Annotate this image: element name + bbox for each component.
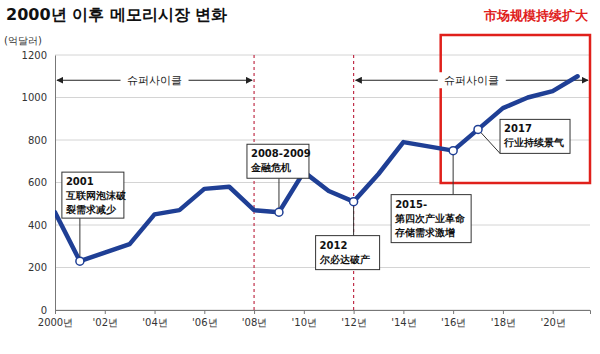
series-line (55, 76, 578, 261)
x-tick: '02년 (93, 310, 118, 328)
grid-line (55, 97, 590, 98)
annotation-connector (79, 218, 80, 261)
y-tick-label: 200 (28, 262, 47, 273)
x-tick-mark (204, 310, 205, 314)
annotation-connector (278, 178, 279, 212)
annotation-text: 2008-2009 (251, 148, 311, 159)
x-tick-mark (453, 310, 454, 314)
x-tick-label: '02년 (93, 317, 118, 328)
annotation-marker (76, 257, 84, 265)
x-tick: 2000년 (38, 310, 73, 328)
x-tick-label: '20년 (540, 317, 565, 328)
y-tick-label: 1200 (22, 50, 47, 61)
x-tick: '16년 (441, 310, 466, 328)
x-tick: '14년 (391, 310, 416, 328)
x-tick-mark (553, 310, 554, 314)
y-tick-label: 400 (28, 220, 47, 231)
annotation-text: 2001 (66, 176, 94, 187)
y-axis-line (55, 56, 56, 311)
x-tick: '12년 (341, 310, 366, 328)
y-tick: 1200 (22, 50, 55, 61)
cycles: 슈퍼사이클 슈퍼사이클 (57, 55, 588, 310)
highlight-box (441, 35, 590, 183)
y-axis-label: (억달러) (4, 35, 42, 46)
x-tick-label: '18년 (491, 317, 516, 328)
annotation-text: 存储需求激增 (394, 227, 455, 238)
x-tick: '08년 (242, 310, 267, 328)
x-tick-label: '10년 (292, 317, 317, 328)
x-tick: '18년 (491, 310, 516, 328)
x-tick: '20년 (540, 310, 565, 328)
y-tick: 1000 (22, 92, 55, 103)
x-tick: '06년 (192, 310, 217, 328)
x-tick-label: '14년 (391, 317, 416, 328)
y-tick-label: 0 (41, 305, 47, 316)
annotation-box (391, 195, 471, 243)
x-tick-mark (403, 310, 404, 314)
y-axis: 0 200 400 600 800 1000 1200 (22, 50, 56, 316)
x-tick-label: '06년 (192, 317, 217, 328)
x-tick-label: '16년 (441, 317, 466, 328)
annotation-connector (453, 151, 454, 195)
annotation-connector (353, 202, 354, 236)
y-tick: 600 (28, 177, 55, 188)
x-tick: '10년 (292, 310, 317, 328)
annotation-text: 互联网泡沫破 (65, 190, 127, 201)
annotation-box (316, 236, 380, 270)
y-tick: 200 (28, 262, 55, 273)
y-tick: 400 (28, 220, 55, 231)
grid-line (55, 225, 590, 226)
annotation-text: 2017 (504, 123, 532, 134)
x-tick-label: 2000년 (38, 317, 73, 328)
cycle-label: 슈퍼사이클 (127, 74, 182, 87)
cycle-label-bg (121, 72, 189, 88)
x-tick-mark (354, 310, 355, 314)
annotation-text: 裂需求减少 (65, 204, 117, 215)
x-tick-mark (155, 310, 156, 314)
plot-area (55, 76, 578, 261)
grid-line (55, 55, 590, 56)
cycle-label: 슈퍼사이클 (444, 74, 499, 87)
x-axis: 2000년 '02년 '04년 '06년 '08년 '10년 '12년 '14년 '16년 '18… (38, 310, 591, 328)
x-tick-mark (254, 310, 255, 314)
cycle-boundary (353, 55, 354, 310)
x-tick-mark (105, 310, 106, 314)
chart: 2000년 이후 메모리시장 변화(억달러)市场规模持续扩大슈퍼사이클슈퍼사이클… (0, 0, 600, 354)
y-tick-label: 1000 (22, 92, 47, 103)
annotation-marker (275, 208, 283, 216)
annotation-text: 金融危机 (250, 162, 291, 173)
y-tick-label: 800 (28, 135, 47, 146)
x-tick-label: '04년 (142, 317, 167, 328)
x-tick-label: '08년 (242, 317, 267, 328)
annotation-text: 第四次产业革命 (394, 213, 466, 224)
annotations: 2001 互联网泡沫破裂需求减少 2008-2009 金融危机 2012 尔必达破产 201… (62, 119, 570, 269)
x-tick-label: '12년 (341, 317, 366, 328)
x-tick-mark (503, 310, 504, 314)
annotation-text: 2012 (320, 240, 348, 251)
x-axis-line (56, 311, 591, 315)
y-tick-label: 600 (28, 177, 47, 188)
x-tick-mark (304, 310, 305, 314)
y-tick: 0 (41, 305, 55, 316)
annotation-text: 2015- (395, 199, 427, 210)
annotation-marker (350, 198, 358, 206)
annotation-text: 行业持续景气 (503, 137, 564, 148)
annotation-marker (474, 125, 482, 133)
x-tick: '04년 (142, 310, 167, 328)
title: 2000년 이후 메모리시장 변화 (6, 5, 227, 24)
annotation-connector (478, 129, 500, 153)
cycle-boundary (253, 55, 254, 310)
y-tick: 800 (28, 135, 55, 146)
cycle-label-bg (438, 72, 506, 88)
annotation-box (500, 119, 570, 153)
x-tick-mark (55, 310, 56, 314)
annotation-text: 尔必达破产 (319, 254, 370, 265)
annotation-marker (449, 147, 457, 155)
highlight-label: 市场规模持续扩大 (483, 8, 589, 23)
